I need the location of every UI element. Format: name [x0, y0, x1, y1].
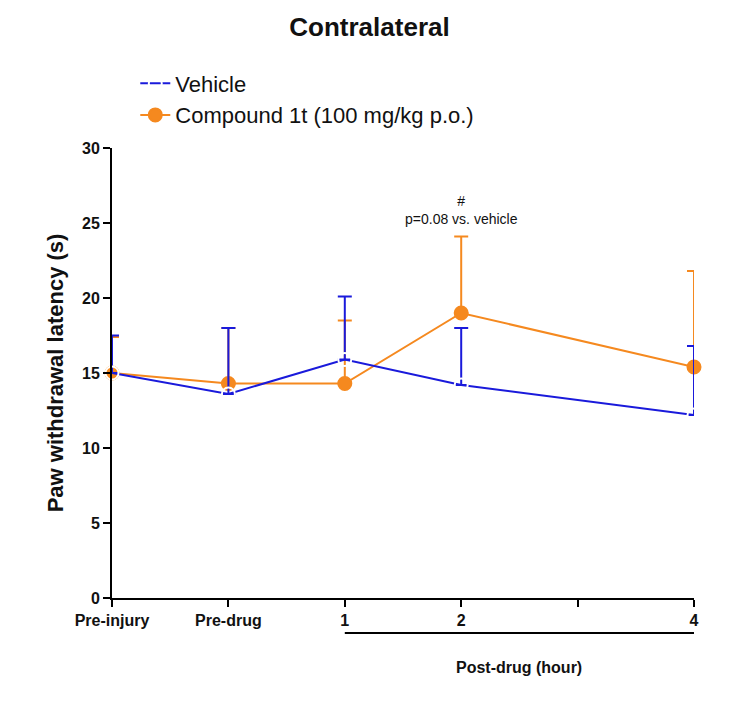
svg-text:Vehicle: Vehicle: [175, 72, 246, 97]
svg-text:#p=0.08 vs. vehicle: #p=0.08 vs. vehicle: [405, 193, 518, 227]
svg-text:4: 4: [690, 612, 699, 629]
svg-text:5: 5: [91, 515, 100, 532]
svg-text:15: 15: [82, 365, 100, 382]
svg-text:Post-drug (hour): Post-drug (hour): [456, 659, 582, 676]
svg-text:Contralateral: Contralateral: [289, 12, 449, 42]
svg-text:1: 1: [340, 612, 349, 629]
svg-text:Compound 1t (100 mg/kg p.o.): Compound 1t (100 mg/kg p.o.): [175, 103, 473, 128]
svg-text:30: 30: [82, 140, 100, 157]
svg-text:20: 20: [82, 290, 100, 307]
svg-text:Paw withdrawal latency (s): Paw withdrawal latency (s): [43, 234, 68, 513]
svg-text:2: 2: [457, 612, 466, 629]
svg-text:Pre-injury: Pre-injury: [75, 612, 150, 629]
svg-text:25: 25: [82, 215, 100, 232]
svg-text:Pre-drug: Pre-drug: [195, 612, 262, 629]
svg-text:10: 10: [82, 440, 100, 457]
svg-text:0: 0: [91, 590, 100, 607]
